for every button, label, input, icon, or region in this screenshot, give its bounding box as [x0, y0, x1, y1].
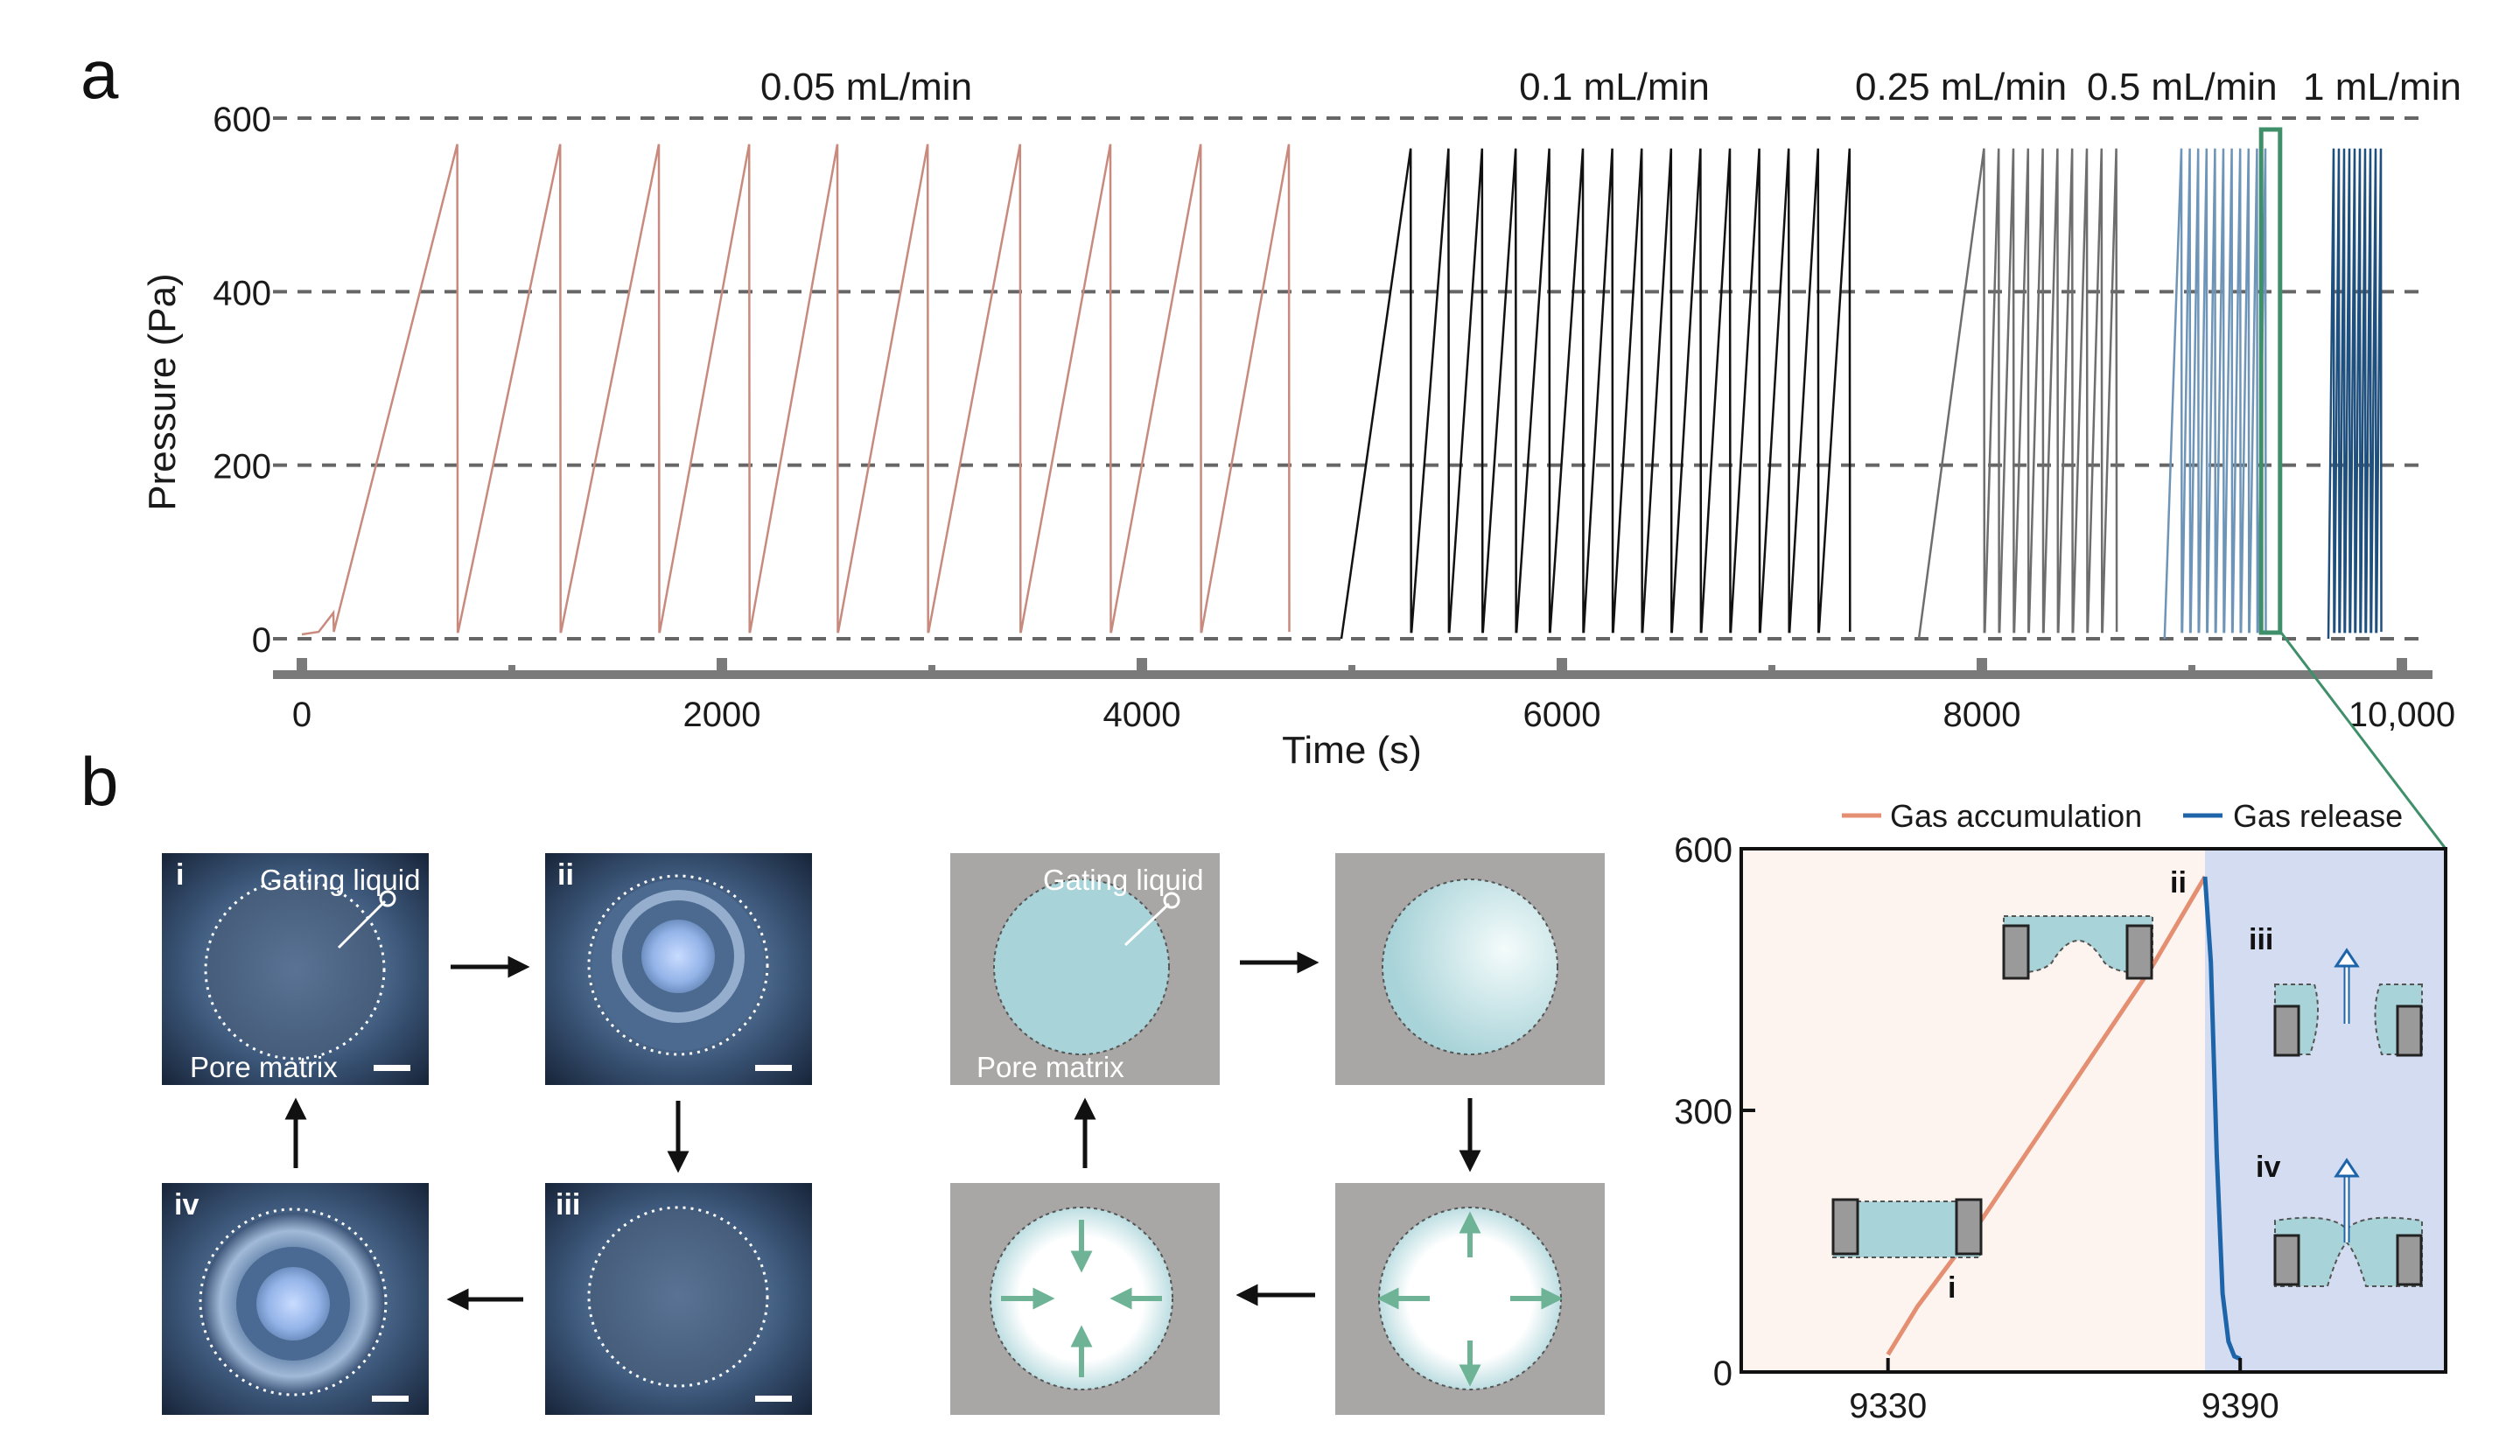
schematic-gating-liquid-label: Gating liquid	[1043, 864, 1203, 896]
micrograph-iv: iv	[162, 1183, 429, 1415]
schematic-closing	[950, 1183, 1220, 1415]
micrograph-i: i Gating liquid Pore matrix	[162, 853, 429, 1085]
inset-pore-stage-i	[1831, 1198, 1983, 1258]
y-tick-labels: 0 200 400 600	[213, 101, 271, 660]
micrograph-label-i: i	[176, 858, 184, 892]
inset-stage-label-ii: ii	[2170, 866, 2187, 900]
zoom-highlight-box	[2258, 127, 2283, 635]
inset-x-tick-9390: 9390	[2202, 1387, 2279, 1425]
flow-rate-annotations: 0.05 mL/min 0.1 mL/min 0.25 mL/min 0.5 mL/m…	[760, 66, 2461, 108]
series-line-5	[2327, 148, 2383, 640]
x-tick-0: 0	[292, 696, 312, 734]
micrograph-gating-liquid-label: Gating liquid	[260, 864, 420, 896]
x-tick-mark-4000	[1137, 658, 1147, 674]
x-tick-2000: 2000	[683, 696, 761, 734]
y-tick-200: 200	[213, 448, 271, 486]
inset-y-tick-600: 600	[1674, 831, 1732, 870]
micrograph-label-iii: iii	[556, 1188, 580, 1222]
flow-rate-label-3: 0.25 mL/min	[1855, 66, 2067, 108]
y-tick-600: 600	[213, 101, 271, 139]
inset-pore-stage-iv	[2273, 1158, 2423, 1287]
x-minor-tick	[928, 665, 935, 674]
x-tick-mark-0	[297, 658, 307, 674]
inset-y-tick-0: 0	[1713, 1354, 1732, 1393]
inset-shade-2	[2204, 849, 2446, 1372]
x-minor-tick	[508, 665, 515, 674]
x-tick-6000: 6000	[1523, 696, 1601, 734]
x-tick-4000: 4000	[1103, 696, 1181, 734]
inset-pore-stage-iii	[2273, 948, 2423, 1057]
x-minor-tick	[1348, 665, 1355, 674]
inset-y-ticks: 0 300 600	[1674, 831, 1755, 1393]
x-tick-mark-8000	[1977, 658, 1987, 674]
x-axis-bar	[273, 670, 2432, 679]
series-line-1	[301, 144, 1291, 636]
micrograph-pore-matrix-label: Pore matrix	[190, 1051, 338, 1083]
series-line-2	[1340, 148, 1852, 640]
series-line-4	[2163, 148, 2267, 640]
legend-label-release: Gas release	[2233, 798, 2403, 834]
flow-rate-label-5: 1 mL/min	[2303, 66, 2461, 108]
flow-rate-label-4: 0.5 mL/min	[2087, 66, 2278, 108]
x-minor-tick	[1768, 665, 1775, 674]
inset-stage-label-iii: iii	[2249, 923, 2273, 956]
schematic-bulging	[1335, 853, 1605, 1085]
x-tick-mark-2000	[717, 658, 727, 674]
inset-chart: 0 300 600 9330 9390 Gas accumulation Gas re…	[1674, 798, 2447, 1425]
legend-label-accumulation: Gas accumulation	[1890, 798, 2142, 834]
schematic-opening	[1335, 1183, 1605, 1415]
flow-rate-label-1: 0.05 mL/min	[760, 66, 972, 108]
y-tick-400: 400	[213, 274, 271, 312]
y-tick-0: 0	[252, 621, 271, 660]
zoom-connector-line	[2279, 632, 2447, 850]
panel-letter-a: a	[80, 36, 119, 113]
panel-letter-b: b	[80, 743, 118, 820]
inset-stage-label-i: i	[1948, 1271, 1956, 1305]
x-axis-label: Time (s)	[1282, 729, 1422, 772]
micrograph-iii: iii	[545, 1183, 812, 1415]
inset-x-tick-9330: 9330	[1849, 1387, 1927, 1425]
series-line-3	[1917, 148, 2118, 640]
inset-series-2	[2202, 876, 2242, 1362]
x-tick-mark-10,000	[2397, 658, 2407, 674]
x-tick-8000: 8000	[1943, 696, 2021, 734]
pressure-time-chart: 0 200 400 600 0 2000 4000 6000 8000 10,000 0.05 …	[141, 66, 2461, 772]
schematic-gating: Gating liquid Pore matrix	[950, 853, 1220, 1085]
micrograph-label-ii: ii	[557, 858, 574, 892]
inset-x-ticks: 9330 9390	[1849, 1358, 2279, 1425]
x-tick-10,000: 10,000	[2348, 696, 2455, 734]
inset-pore-stage-ii	[2002, 915, 2153, 980]
micrograph-label-iv: iv	[174, 1188, 199, 1222]
inset-legend: Gas accumulation Gas release	[1842, 798, 2403, 834]
x-axis	[273, 658, 2432, 679]
y-axis-label: Pressure (Pa)	[141, 273, 184, 510]
flow-rate-label-2: 0.1 mL/min	[1519, 66, 1710, 108]
micrograph-cycle: i Gating liquid Pore matrix ii iii	[162, 853, 812, 1415]
x-tick-labels: 0 2000 4000 6000 8000 10,000	[292, 696, 2455, 734]
series-lines	[301, 144, 2383, 640]
x-minor-tick	[2188, 665, 2195, 674]
micrograph-ii: ii	[545, 853, 812, 1085]
inset-y-tick-300: 300	[1674, 1093, 1732, 1131]
inset-stage-label-iv: iv	[2256, 1151, 2280, 1184]
schematic-cycle: Gating liquid Pore matrix	[950, 853, 1605, 1415]
schematic-pore-matrix-label: Pore matrix	[976, 1051, 1124, 1083]
x-tick-mark-6000	[1557, 658, 1567, 674]
